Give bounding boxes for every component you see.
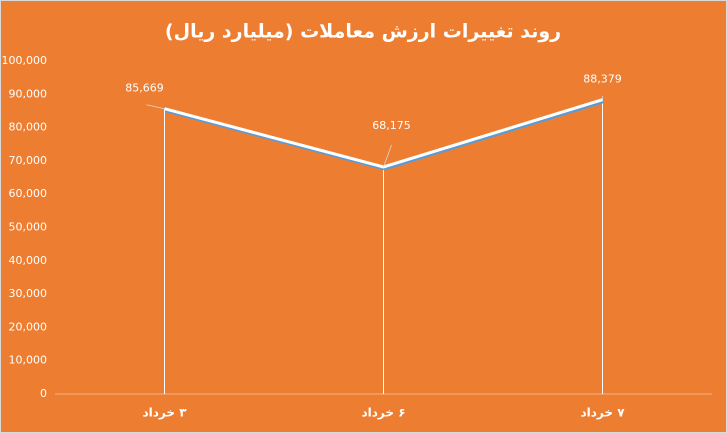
y-tick-label: 10,000 [9, 354, 48, 367]
label-leader [383, 144, 392, 168]
y-tick-label: 100,000 [2, 54, 48, 67]
y-tick-label: 80,000 [9, 121, 48, 134]
y-tick-label: 30,000 [9, 287, 48, 300]
x-tick-label: ۶ خرداد [361, 406, 405, 420]
y-tick-label: 50,000 [9, 221, 48, 234]
y-tick-label: 40,000 [9, 254, 48, 267]
line [164, 98, 603, 169]
y-tick-label: 60,000 [9, 187, 48, 200]
x-tick-label: ۷ خرداد [580, 406, 625, 420]
x-tick-label: ۳ خرداد [142, 406, 187, 420]
y-tick-label: 90,000 [9, 87, 48, 100]
y-tick-label: 0 [40, 387, 47, 400]
line-shadow [165, 100, 604, 171]
y-tick-label: 20,000 [9, 320, 48, 333]
y-tick-label: 70,000 [9, 154, 48, 167]
label-leader [146, 104, 165, 110]
chart-title: روند تغییرات ارزش معاملات (میلیارد ریال) [165, 21, 561, 43]
data-label: 68,175 [372, 119, 411, 132]
data-label: 85,669 [125, 82, 164, 95]
data-label: 88,379 [583, 73, 622, 86]
